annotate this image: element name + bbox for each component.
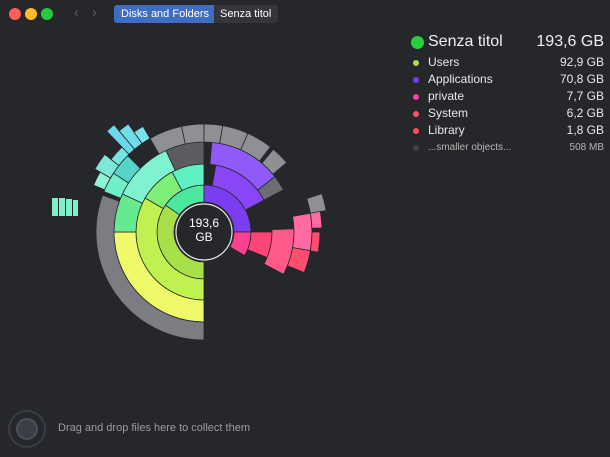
legend-item-size: 7,7 GB <box>566 89 604 103</box>
legend-item[interactable]: Applications 70,8 GB <box>410 71 606 88</box>
legend-color-dot <box>413 60 419 66</box>
folder-legend: Senza titol 193,6 GB Users 92,9 GB Applica… <box>410 32 606 156</box>
chevron-left-icon[interactable]: ‹ <box>74 4 79 21</box>
legend-item[interactable]: Users 92,9 GB <box>410 54 606 71</box>
drop-hint-text: Drag and drop files here to collect them <box>58 422 250 434</box>
legend-folder-size: 193,6 GB <box>536 33 604 50</box>
left-spike-bar[interactable] <box>73 200 78 216</box>
ring4-gray-e[interactable] <box>240 132 272 162</box>
collector-drop-zone[interactable] <box>8 410 46 448</box>
breadcrumb-disks-and-folders[interactable]: Disks and Folders <box>114 5 216 23</box>
legend-item[interactable]: System 6,2 GB <box>410 105 606 122</box>
center-size-text: 193,6 GB <box>188 216 220 244</box>
breadcrumb-current-folder[interactable]: Senza titol <box>214 5 279 23</box>
legend-item-size: 1,8 GB <box>566 123 604 137</box>
legend-item[interactable]: Library 1,8 GB <box>410 122 606 139</box>
close-window-button[interactable] <box>9 8 21 20</box>
total-size-label[interactable]: 193,6 GB <box>176 216 232 244</box>
legend-color-dot <box>413 111 419 117</box>
legend-item-size: 6,2 GB <box>566 106 604 120</box>
legend-header[interactable]: Senza titol 193,6 GB <box>410 32 606 54</box>
folder-color-dot <box>411 36 424 49</box>
ring4-red-a[interactable] <box>286 247 311 273</box>
legend-item-name: System <box>428 106 469 120</box>
ring5-cyan-c[interactable] <box>133 125 151 145</box>
private-segment[interactable] <box>229 231 252 257</box>
legend-color-dot <box>413 145 419 151</box>
ring4-gray-f[interactable] <box>261 148 288 175</box>
legend-folder-name: Senza titol <box>428 33 503 50</box>
left-spike-bar[interactable] <box>52 198 58 216</box>
left-spike-bar[interactable] <box>59 198 65 216</box>
ring4-pink-a[interactable] <box>292 212 313 252</box>
ring5-red-a[interactable] <box>309 231 321 253</box>
window-titlebar: ‹ › Disks and Folders Senza titol <box>0 0 610 28</box>
left-spike-bar[interactable] <box>66 199 72 216</box>
collector-icon <box>16 418 38 440</box>
chevron-right-icon[interactable]: › <box>92 4 97 21</box>
ring3-gray-small-segment[interactable] <box>257 176 285 201</box>
breadcrumb-separator <box>210 5 217 23</box>
legend-item-name: Library <box>428 123 465 137</box>
legend-item[interactable]: private 7,7 GB <box>410 88 606 105</box>
legend-color-dot <box>413 77 419 83</box>
legend-item[interactable]: ...smaller objects... 508 MB <box>410 139 606 156</box>
ring4-gray-b[interactable] <box>181 123 205 145</box>
center-circle[interactable] <box>175 203 233 261</box>
maximize-window-button[interactable] <box>41 8 53 20</box>
legend-color-dot <box>413 94 419 100</box>
legend-item-size: 70,8 GB <box>559 72 604 86</box>
legend-item-size: 92,9 GB <box>559 55 604 69</box>
ring5-gray-a[interactable] <box>306 193 327 214</box>
legend-item-name: Users <box>428 55 460 69</box>
legend-item-name: Applications <box>428 72 493 86</box>
legend-item-size: 508 MB <box>569 142 604 153</box>
smaller-objects-segment[interactable] <box>95 194 205 341</box>
legend-list: Users 92,9 GB Applications 70,8 GB private 7,… <box>410 54 606 156</box>
legend-item-name: private <box>428 89 465 103</box>
legend-item-name: ...smaller objects... <box>428 142 512 153</box>
minimize-window-button[interactable] <box>25 8 37 20</box>
legend-color-dot <box>413 128 419 134</box>
